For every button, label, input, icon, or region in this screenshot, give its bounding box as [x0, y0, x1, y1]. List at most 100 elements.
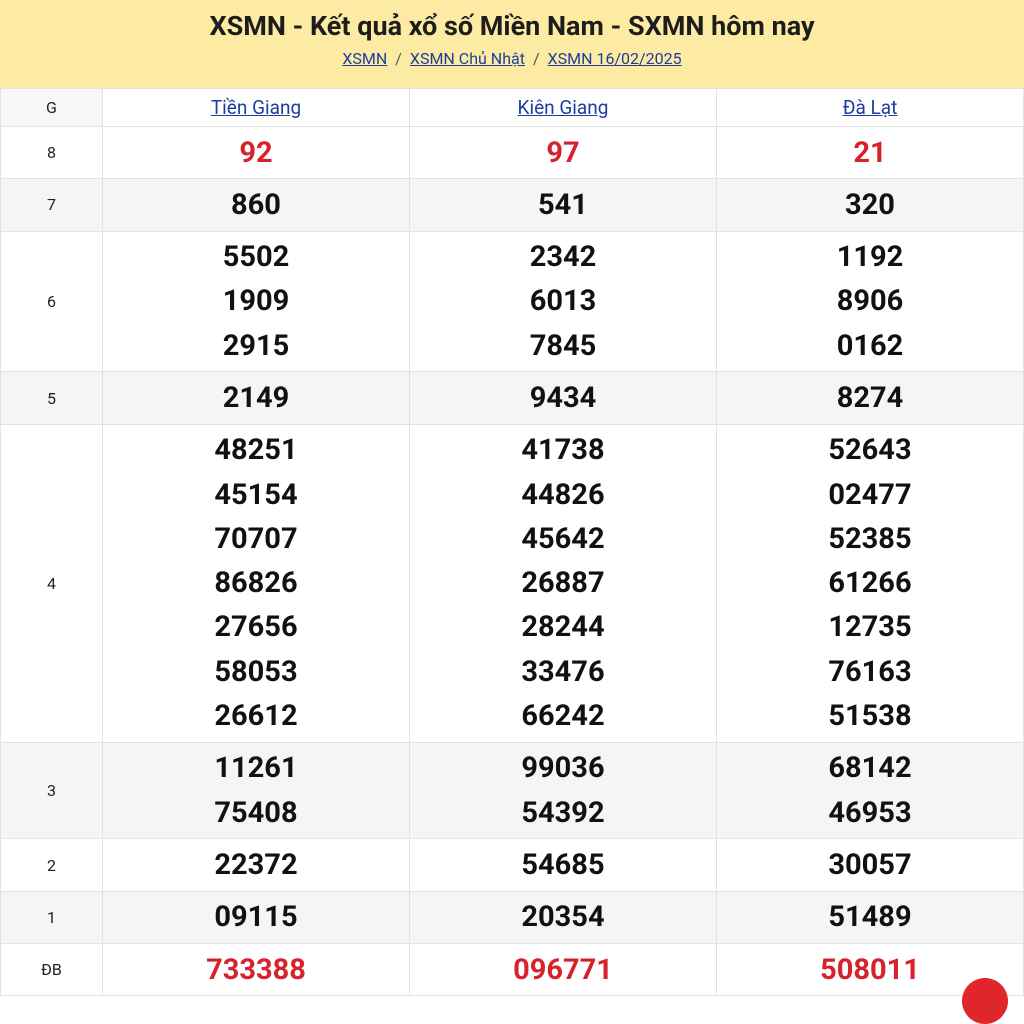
floating-button[interactable] — [962, 978, 1008, 1024]
result-number: 0162 — [836, 328, 904, 363]
result-number: 41738 — [521, 433, 605, 468]
prize-row: 7 860 541 320 — [0, 178, 1024, 232]
result-cell: 320 — [716, 178, 1024, 232]
page-title: XSMN - Kết quả xổ số Miền Nam - SXMN hôm… — [209, 10, 815, 42]
result-cell: 5502 1909 2915 — [102, 230, 410, 373]
result-number: 30057 — [828, 847, 912, 882]
province-link[interactable]: Kiên Giang — [517, 96, 609, 119]
header: XSMN - Kết quả xổ số Miền Nam - SXMN hôm… — [0, 0, 1024, 88]
prize-row: 5 2149 9434 8274 — [0, 371, 1024, 425]
prize-label: 3 — [0, 741, 103, 840]
result-cell: 68142 46953 — [716, 741, 1024, 840]
result-number: 02477 — [828, 477, 912, 512]
result-cell: 54685 — [409, 838, 717, 892]
result-number: 28244 — [521, 610, 605, 645]
result-number: 26887 — [521, 566, 605, 601]
result-number: 11261 — [214, 751, 298, 786]
result-cell: 51489 — [716, 890, 1024, 945]
column-header: Kiên Giang — [409, 88, 717, 127]
result-number: 8906 — [836, 284, 904, 319]
results-table: G Tiền Giang Kiên Giang Đà Lạt 8 92 97 21 7 860 54… — [0, 88, 1024, 997]
result-number: 09115 — [214, 900, 298, 935]
result-number: 860 — [231, 187, 281, 222]
result-number: 7845 — [529, 328, 597, 363]
table-body: 8 92 97 21 7 860 541 320 6 5502 1909 2915 2342 6013 78… — [0, 125, 1024, 997]
breadcrumbs: XSMN / XSMN Chủ Nhật / XSMN 16/02/2025 — [0, 46, 1024, 72]
result-number: 48251 — [214, 433, 298, 468]
result-number: 44826 — [521, 477, 605, 512]
prize-row: 6 5502 1909 2915 2342 6013 7845 1192 8906 0162 — [0, 230, 1024, 373]
prize-row: 3 11261 75408 99036 54392 68142 46953 — [0, 741, 1024, 840]
result-number: 12735 — [828, 610, 912, 645]
result-cell: 096771 — [409, 943, 717, 997]
result-number: 76163 — [828, 654, 912, 689]
result-number: 97 — [546, 135, 580, 170]
result-number: 22372 — [214, 847, 298, 882]
prize-label: 4 — [0, 423, 103, 743]
prize-label: ĐB — [0, 943, 103, 997]
result-cell: 41738 44826 45642 26887 28244 33476 66242 — [409, 423, 717, 743]
result-number: 541 — [538, 187, 588, 222]
result-number: 70707 — [214, 521, 298, 556]
result-number: 52643 — [828, 433, 912, 468]
result-number: 27656 — [214, 610, 298, 645]
result-number: 86826 — [214, 566, 298, 601]
result-cell: 2342 6013 7845 — [409, 230, 717, 373]
prize-row: ĐB 733388 096771 508011 — [0, 943, 1024, 997]
result-cell: 30057 — [716, 838, 1024, 892]
result-number: 6013 — [529, 284, 597, 319]
province-link[interactable]: Tiền Giang — [210, 96, 302, 119]
breadcrumb-link[interactable]: XSMN 16/02/2025 — [547, 49, 682, 68]
column-header: Tiền Giang — [102, 88, 410, 127]
result-cell: 09115 — [102, 890, 410, 945]
result-number: 320 — [845, 187, 895, 222]
prize-row: 1 09115 20354 51489 — [0, 890, 1024, 945]
result-cell: 541 — [409, 178, 717, 232]
result-number: 20354 — [521, 900, 605, 935]
result-number: 58053 — [214, 654, 298, 689]
result-cell: 48251 45154 70707 86826 27656 58053 26612 — [102, 423, 410, 743]
result-cell: 9434 — [409, 371, 717, 425]
result-number: 99036 — [521, 751, 605, 786]
column-header: Đà Lạt — [716, 88, 1024, 127]
result-cell: 1192 8906 0162 — [716, 230, 1024, 373]
prize-row: 4 48251 45154 70707 86826 27656 58053 26612 4173… — [0, 423, 1024, 743]
separator: / — [532, 49, 540, 68]
breadcrumb-link[interactable]: XSMN Chủ Nhật — [409, 49, 525, 68]
result-number: 1909 — [222, 284, 290, 319]
result-cell: 92 — [102, 125, 410, 180]
province-link[interactable]: Đà Lạt — [842, 96, 898, 119]
column-header: G — [0, 88, 103, 127]
result-cell: 8274 — [716, 371, 1024, 425]
prize-label: 6 — [0, 230, 103, 373]
breadcrumb-link[interactable]: XSMN — [342, 49, 388, 68]
result-number: 508011 — [820, 952, 920, 987]
result-cell: 11261 75408 — [102, 741, 410, 840]
result-number: 096771 — [513, 952, 613, 987]
result-number: 9434 — [529, 380, 597, 415]
result-number: 46953 — [828, 795, 912, 830]
result-number: 21 — [853, 135, 887, 170]
result-number: 54685 — [521, 847, 605, 882]
prize-label: 7 — [0, 178, 103, 232]
result-number: 66242 — [521, 699, 605, 734]
result-cell: 97 — [409, 125, 717, 180]
prize-label: 2 — [0, 838, 103, 892]
prize-row: 2 22372 54685 30057 — [0, 838, 1024, 892]
result-cell: 22372 — [102, 838, 410, 892]
result-number: 52385 — [828, 521, 912, 556]
result-cell: 20354 — [409, 890, 717, 945]
result-number: 733388 — [206, 952, 306, 987]
result-cell: 733388 — [102, 943, 410, 997]
result-cell: 99036 54392 — [409, 741, 717, 840]
prize-label: 1 — [0, 890, 103, 945]
result-cell: 52643 02477 52385 61266 12735 76163 51538 — [716, 423, 1024, 743]
result-number: 61266 — [828, 566, 912, 601]
result-number: 8274 — [836, 380, 904, 415]
result-number: 33476 — [521, 654, 605, 689]
prize-row: 8 92 97 21 — [0, 125, 1024, 180]
result-number: 1192 — [836, 240, 904, 275]
result-number: 54392 — [521, 795, 605, 830]
result-number: 51538 — [828, 699, 912, 734]
